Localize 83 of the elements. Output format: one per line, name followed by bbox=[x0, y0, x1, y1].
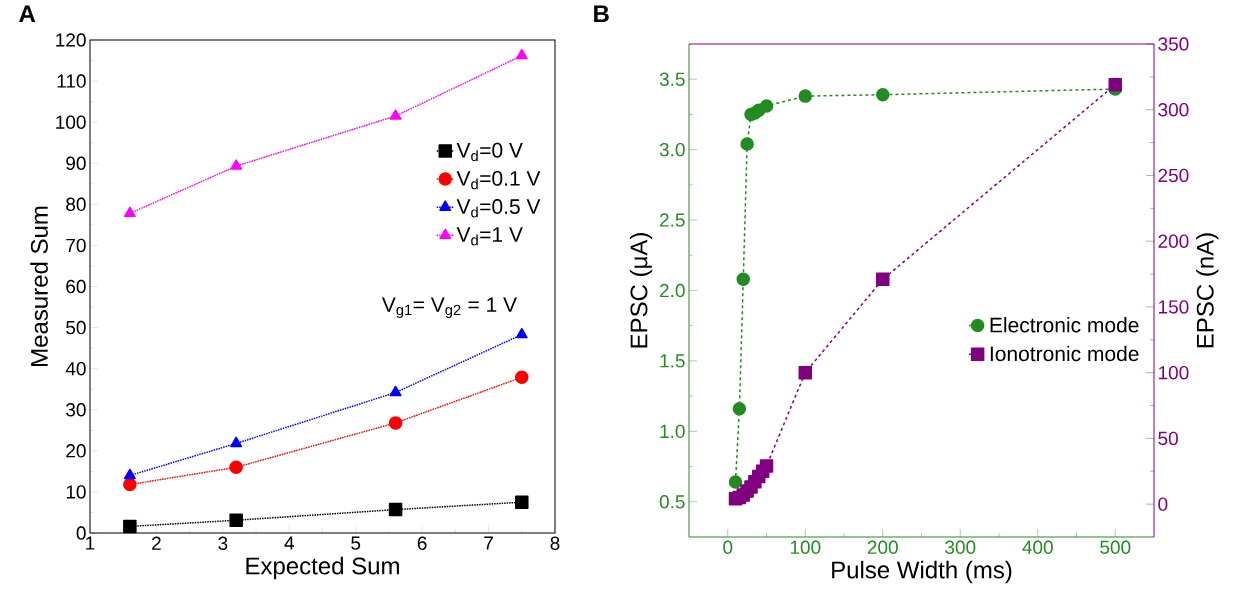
x-tick-label: 400 bbox=[1022, 540, 1053, 554]
point bbox=[798, 89, 813, 103]
point bbox=[388, 416, 403, 430]
point bbox=[515, 327, 528, 339]
point bbox=[736, 272, 751, 286]
x-tick-label: 100 bbox=[790, 540, 821, 554]
y-tick-label: 80 bbox=[66, 197, 86, 212]
y-tick-label: 2.5 bbox=[660, 213, 685, 227]
point bbox=[123, 468, 136, 480]
x-tick-label: 2 bbox=[152, 536, 161, 550]
point bbox=[230, 159, 243, 170]
y-tick-label: 100 bbox=[56, 115, 86, 129]
annotation: V$_{g1}$= V$_{g2}$ = 1 V bbox=[381, 297, 517, 319]
x-tick-label: 6 bbox=[417, 536, 427, 550]
y-tick-label: 10 bbox=[66, 485, 86, 499]
point bbox=[876, 272, 890, 287]
x-tick-label: 500 bbox=[1100, 540, 1131, 554]
y2-tick-label: 350 bbox=[1158, 37, 1189, 51]
y-tick-label: 70 bbox=[66, 238, 86, 253]
point bbox=[1108, 78, 1123, 92]
y-tick-label: 50 bbox=[66, 320, 86, 335]
y-tick-label: 3.5 bbox=[659, 72, 685, 86]
y-tick-label: 0.5 bbox=[659, 495, 685, 509]
y2-tick-label: 200 bbox=[1158, 234, 1189, 248]
point bbox=[876, 87, 890, 102]
point bbox=[230, 436, 243, 448]
point bbox=[798, 365, 813, 380]
point bbox=[229, 460, 243, 475]
point bbox=[728, 475, 743, 489]
y-tick-label: 1.0 bbox=[660, 424, 685, 439]
y-tick-label: 40 bbox=[65, 361, 86, 376]
y2-tick-label: 0 bbox=[1158, 497, 1168, 511]
y-tick-label: 20 bbox=[66, 444, 86, 458]
y2-tick-label: 300 bbox=[1158, 103, 1189, 117]
y2-tick-label: 100 bbox=[1158, 365, 1189, 380]
legend-label: V$_{d}$=0 V bbox=[456, 142, 523, 162]
point bbox=[732, 402, 747, 416]
x-tick-label: 3 bbox=[218, 536, 228, 550]
point bbox=[389, 385, 402, 397]
y-tick-label: 0 bbox=[76, 526, 86, 540]
point bbox=[515, 370, 529, 385]
x-tick-label: 1 bbox=[86, 536, 95, 550]
x-tick-label: 0 bbox=[723, 540, 733, 554]
x-tick-label: 8 bbox=[550, 536, 560, 550]
x-tick-label: 200 bbox=[867, 540, 898, 554]
point bbox=[515, 495, 529, 509]
point bbox=[123, 477, 137, 492]
y-tick-label: 110 bbox=[57, 74, 86, 88]
chart-title: A bbox=[19, 5, 36, 23]
y-axis-title: Measured Sum bbox=[30, 206, 48, 366]
x-tick-label: 5 bbox=[351, 536, 361, 550]
y-tick-label: 30 bbox=[66, 403, 86, 417]
legend-label: Electronic mode bbox=[990, 317, 1139, 333]
y2-tick-label: 250 bbox=[1158, 168, 1189, 183]
y-axis-title: EPSC (μA) bbox=[629, 233, 653, 348]
x-tick-label: 4 bbox=[284, 536, 295, 550]
point bbox=[229, 513, 243, 528]
x-tick-label: 300 bbox=[945, 540, 976, 554]
y2-tick-label: 50 bbox=[1158, 431, 1178, 446]
point bbox=[389, 109, 402, 120]
y-tick-label: 60 bbox=[66, 279, 86, 294]
x-axis-title: Pulse Width (ms) bbox=[832, 560, 1012, 584]
legend-label: V$_{d}$=0.5 V bbox=[456, 199, 541, 218]
legend-label: V$_{d}$=0.1 V bbox=[456, 170, 541, 190]
y-tick-label: 2.0 bbox=[660, 283, 685, 298]
y-tick-label: 3.0 bbox=[659, 142, 685, 157]
point bbox=[388, 502, 403, 517]
point bbox=[515, 48, 528, 60]
y-tick-label: 1.5 bbox=[660, 354, 685, 368]
x-tick-label: 7 bbox=[484, 536, 493, 550]
y-tick-label: 90 bbox=[66, 156, 86, 170]
legend-label: V$_{d}$=1 V bbox=[456, 227, 523, 246]
x-axis-title: Expected Sum bbox=[246, 556, 399, 580]
y2-axis-title: EPSC (nA) bbox=[1196, 233, 1219, 348]
point bbox=[123, 206, 136, 218]
y-tick-label: 120 bbox=[56, 33, 86, 47]
y2-tick-label: 150 bbox=[1158, 300, 1189, 314]
chart-title: B bbox=[594, 5, 609, 23]
legend-label: Ionotronic mode bbox=[990, 345, 1139, 362]
point bbox=[759, 99, 774, 113]
point bbox=[759, 459, 774, 473]
point bbox=[740, 137, 754, 151]
point bbox=[123, 519, 137, 534]
